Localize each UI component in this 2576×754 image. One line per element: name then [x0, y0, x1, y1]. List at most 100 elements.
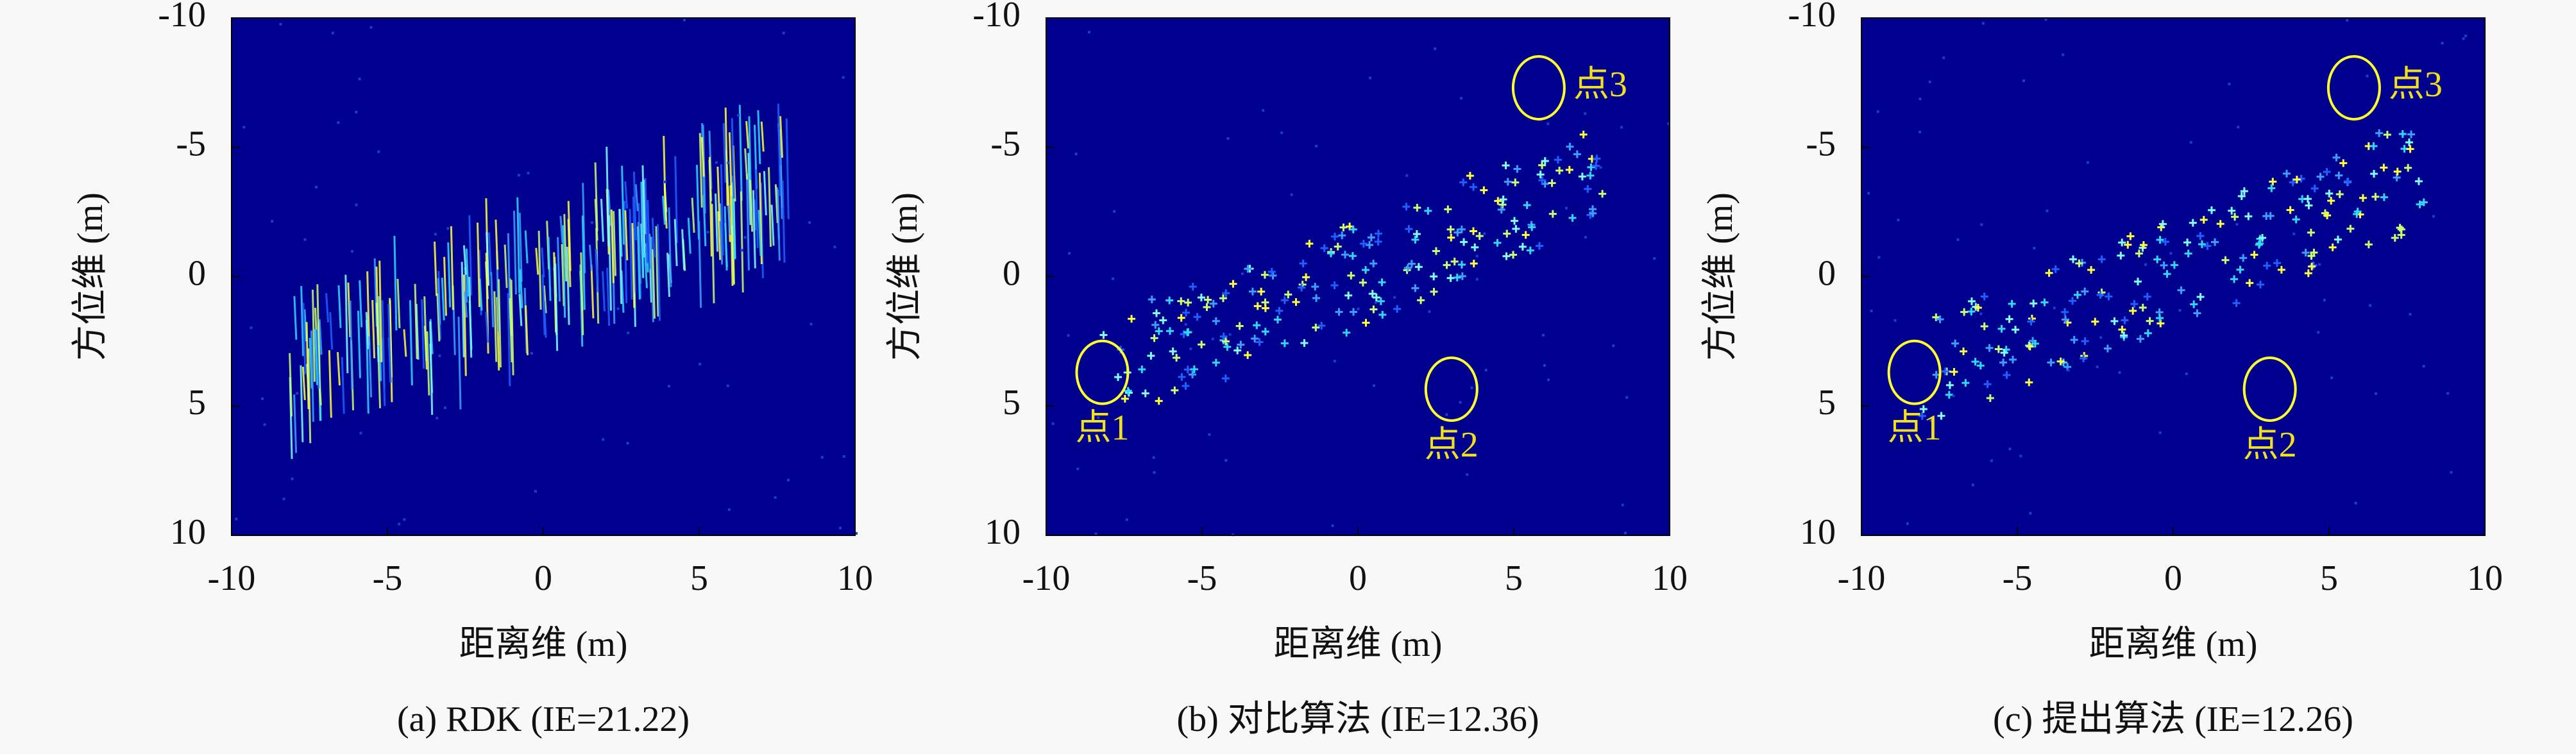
image-speck	[1942, 56, 1945, 60]
y-tick-label: 10	[985, 512, 1021, 552]
image-streak	[476, 222, 480, 307]
annotation-label: 点1	[1888, 408, 1942, 448]
caption: (a) RDK (IE=21.22)	[397, 700, 690, 739]
image-speck	[839, 526, 842, 530]
image-speck	[842, 76, 845, 79]
image-streak	[618, 208, 623, 305]
image-speck	[1877, 256, 1881, 259]
image-speck	[1667, 122, 1670, 125]
image-streak	[621, 165, 625, 245]
image-streak	[344, 274, 349, 374]
image-streak	[717, 211, 722, 260]
image-speck	[2169, 252, 2173, 255]
image-speck	[2099, 336, 2103, 339]
image-streak	[663, 135, 667, 221]
annotation-circle	[1075, 339, 1130, 405]
image-streak	[624, 210, 629, 261]
image-streak	[485, 312, 489, 343]
image-streak	[779, 116, 784, 158]
image-speck	[2062, 53, 2065, 56]
image-streak	[610, 209, 614, 283]
image-speck	[1051, 422, 1055, 425]
image-streak	[450, 226, 454, 310]
y-tick-label: 5	[188, 383, 206, 423]
y-tick-label: -5	[1806, 124, 1836, 164]
image-streak	[640, 181, 645, 278]
image-streak	[740, 191, 744, 293]
image-speck	[1928, 80, 1931, 83]
image-streak	[595, 249, 599, 281]
image-streak	[657, 224, 661, 321]
image-speck	[1929, 419, 1933, 423]
image-speck	[403, 518, 406, 521]
image-speck	[590, 221, 593, 224]
image-streak	[757, 110, 761, 164]
y-tick-label: 0	[1003, 253, 1021, 293]
image-streak	[543, 301, 547, 338]
image-streak	[581, 215, 586, 310]
image-speck	[2185, 372, 2188, 375]
image-streak	[745, 121, 750, 149]
image-speck	[663, 180, 666, 183]
image-streak	[468, 276, 473, 358]
image-speck	[2422, 365, 2425, 368]
image-speck	[1475, 255, 1479, 258]
image-streak	[378, 296, 382, 381]
image-speck	[1111, 277, 1114, 280]
image-speck	[369, 26, 373, 29]
image-speck	[2033, 246, 2036, 249]
image-speck	[1097, 416, 1100, 419]
image-speck	[282, 498, 285, 501]
image-speck	[1584, 112, 1587, 115]
image-speck	[359, 431, 362, 435]
image-speck	[1241, 272, 1244, 275]
image-speck	[2178, 308, 2182, 312]
image-speck	[833, 246, 836, 249]
image-speck	[727, 508, 731, 511]
image-streak	[300, 365, 304, 442]
x-axis-label: 距离维 (m)	[1274, 624, 1443, 664]
image-speck	[1543, 364, 1546, 367]
image-speck	[2409, 313, 2412, 316]
image-streak	[359, 280, 363, 328]
image-speck	[1374, 301, 1377, 304]
image-streak	[700, 137, 705, 177]
image-streak	[447, 242, 452, 308]
image-speck	[1393, 296, 1396, 299]
image-speck	[1428, 310, 1431, 314]
image-speck	[2237, 126, 2240, 129]
image-speck	[1184, 323, 1187, 326]
image-speck	[1546, 378, 1550, 381]
image-speck	[1369, 76, 1372, 80]
x-tick-label: -10	[208, 558, 256, 598]
image-speck	[2019, 455, 2022, 458]
image-speck	[1290, 193, 1293, 196]
image-speck	[1870, 309, 1873, 312]
image-streak	[720, 164, 724, 256]
image-streak	[650, 237, 654, 323]
image-speck	[1445, 413, 1448, 416]
image-speck	[1262, 109, 1265, 112]
image-speck	[250, 326, 253, 330]
image-streak	[316, 330, 320, 389]
image-speck	[1906, 522, 1909, 525]
x-tick-label: 0	[534, 558, 552, 598]
image-speck	[1280, 131, 1284, 135]
y-tick-label: 0	[1818, 253, 1836, 293]
image-speck	[1897, 219, 1900, 222]
image-streak	[457, 316, 462, 410]
image-streak	[711, 203, 715, 304]
image-streak	[745, 173, 750, 271]
image-streak	[347, 282, 352, 337]
image-speck	[1876, 110, 1879, 113]
image-speck	[1125, 518, 1128, 521]
image-streak	[566, 246, 570, 325]
image-streak	[758, 210, 762, 256]
image-speck	[706, 230, 709, 233]
image-speck	[1405, 174, 1409, 177]
image-streak	[752, 190, 756, 269]
image-streak	[479, 278, 483, 311]
x-tick-label: -5	[2003, 558, 2033, 598]
image-streak	[687, 217, 691, 254]
image-speck	[261, 397, 264, 400]
